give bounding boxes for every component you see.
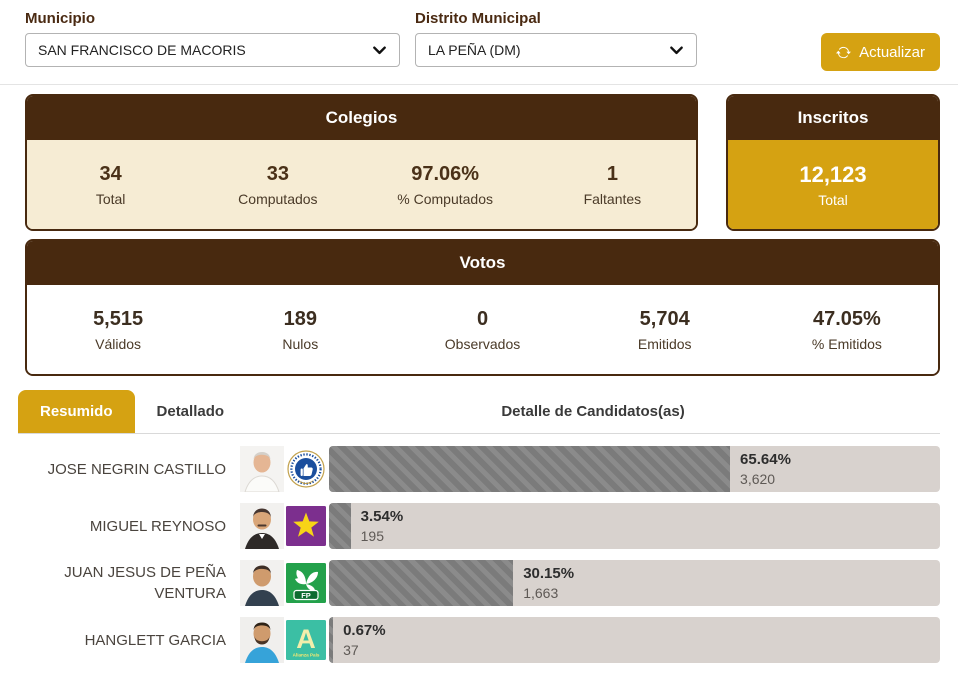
candidate-photo: [240, 446, 284, 492]
vote-bar: 3.54% 195: [329, 503, 940, 549]
colegios-panel: Colegios 34 Total 33 Computados 97.06% %…: [25, 94, 698, 231]
actualizar-button[interactable]: Actualizar: [821, 33, 940, 71]
candidate-name: MIGUEL REYNOSO: [89, 517, 226, 535]
votos-title: Votos: [27, 241, 938, 285]
refresh-icon: [836, 46, 851, 58]
municipio-select[interactable]: SAN FRANCISCO DE MACORIS: [25, 33, 400, 67]
filter-bar: Municipio SAN FRANCISCO DE MACORIS Distr…: [0, 0, 958, 71]
candidates-section-title: Detalle de Candidatos(as): [501, 403, 685, 420]
distrito-selected-value: LA PEÑA (DM): [428, 42, 521, 58]
candidates-list: JOSE NEGRIN CASTILLO 65.64% 3,620 MIGUEL…: [18, 446, 940, 663]
vote-bar-fill: [329, 560, 514, 606]
vote-bar-values: 65.64% 3,620: [740, 451, 791, 487]
candidate-photo: [240, 617, 284, 663]
candidate-photo: [240, 560, 284, 606]
candidate-row: JOSE NEGRIN CASTILLO 65.64% 3,620: [18, 446, 940, 492]
candidate-row: HANGLETT GARCIA A Alianza País 0.67% 37: [18, 617, 940, 663]
stat-votos-nulos: 189 Nulos: [282, 307, 319, 352]
municipio-field: Municipio SAN FRANCISCO DE MACORIS: [25, 10, 400, 67]
distrito-select[interactable]: LA PEÑA (DM): [415, 33, 697, 67]
stat-inscritos-total: 12,123: [799, 161, 867, 187]
stat-colegios-computados: 33 Computados: [238, 162, 318, 207]
inscritos-title: Inscritos: [728, 96, 938, 140]
party-logo-fp: FP: [286, 563, 326, 603]
inscritos-panel: Inscritos 12,123 Total: [726, 94, 940, 231]
candidate-name: JUAN JESUS DE PEÑA VENTURA: [64, 564, 226, 602]
municipio-label: Municipio: [25, 10, 95, 27]
distrito-label: Distrito Municipal: [415, 10, 541, 27]
party-logo-prm: [286, 449, 326, 489]
candidate-row: JUAN JESUS DE PEÑA VENTURA FP 30.15% 1,6…: [18, 560, 940, 606]
candidate-name: JOSE NEGRIN CASTILLO: [47, 460, 226, 478]
candidate-row: MIGUEL REYNOSO 3.54% 195: [18, 503, 940, 549]
vote-bar: 0.67% 37: [329, 617, 940, 663]
vote-bar-values: 0.67% 37: [343, 622, 386, 658]
party-logo-alianza-pais: A Alianza País: [286, 620, 326, 660]
candidate-name: HANGLETT GARCIA: [84, 631, 226, 649]
stat-votos-validos: 5,515 Válidos: [93, 307, 144, 352]
stat-colegios-total: 34 Total: [95, 162, 126, 207]
votos-panel: Votos 5,515 Válidos 189 Nulos 0 Observad…: [25, 239, 940, 376]
inscritos-body: 12,123 Total: [728, 140, 938, 229]
vote-bar: 30.15% 1,663: [329, 560, 940, 606]
actualizar-label: Actualizar: [859, 43, 925, 61]
stat-votos-observados: 0 Observados: [444, 307, 521, 352]
vote-bar-values: 30.15% 1,663: [523, 565, 575, 601]
stat-votos-emitidos: 5,704 Emitidos: [637, 307, 692, 352]
tab-bar: Resumido Detallado Detalle de Candidatos…: [18, 390, 940, 434]
stat-colegios-pct-computados: 97.06% % Computados: [397, 162, 493, 207]
chevron-down-icon: [373, 45, 386, 54]
vote-bar: 65.64% 3,620: [329, 446, 940, 492]
distrito-field: Distrito Municipal LA PEÑA (DM): [415, 10, 697, 67]
vote-bar-values: 3.54% 195: [360, 508, 404, 544]
vote-bar-fill: [329, 503, 351, 549]
chevron-down-icon: [670, 45, 683, 54]
colegios-title: Colegios: [27, 96, 696, 140]
svg-text:Alianza País: Alianza País: [293, 653, 320, 658]
stats-row: Colegios 34 Total 33 Computados 97.06% %…: [25, 94, 940, 231]
tab-resumido[interactable]: Resumido: [18, 390, 135, 433]
candidate-photo: [240, 503, 284, 549]
municipio-selected-value: SAN FRANCISCO DE MACORIS: [38, 42, 246, 58]
votos-body: 5,515 Válidos 189 Nulos 0 Observados 5,7…: [27, 285, 938, 374]
vote-bar-fill: [329, 446, 731, 492]
top-divider: [0, 84, 958, 85]
party-logo-pld: [286, 506, 326, 546]
stat-colegios-faltantes: 1 Faltantes: [583, 162, 642, 207]
colegios-body: 34 Total 33 Computados 97.06% % Computad…: [27, 140, 696, 229]
svg-text:FP: FP: [301, 591, 311, 600]
tab-detallado[interactable]: Detallado: [156, 403, 225, 420]
svg-text:A: A: [296, 624, 316, 654]
vote-bar-fill: [329, 617, 334, 663]
stat-votos-pct-emitidos: 47.05% % Emitidos: [811, 307, 882, 352]
